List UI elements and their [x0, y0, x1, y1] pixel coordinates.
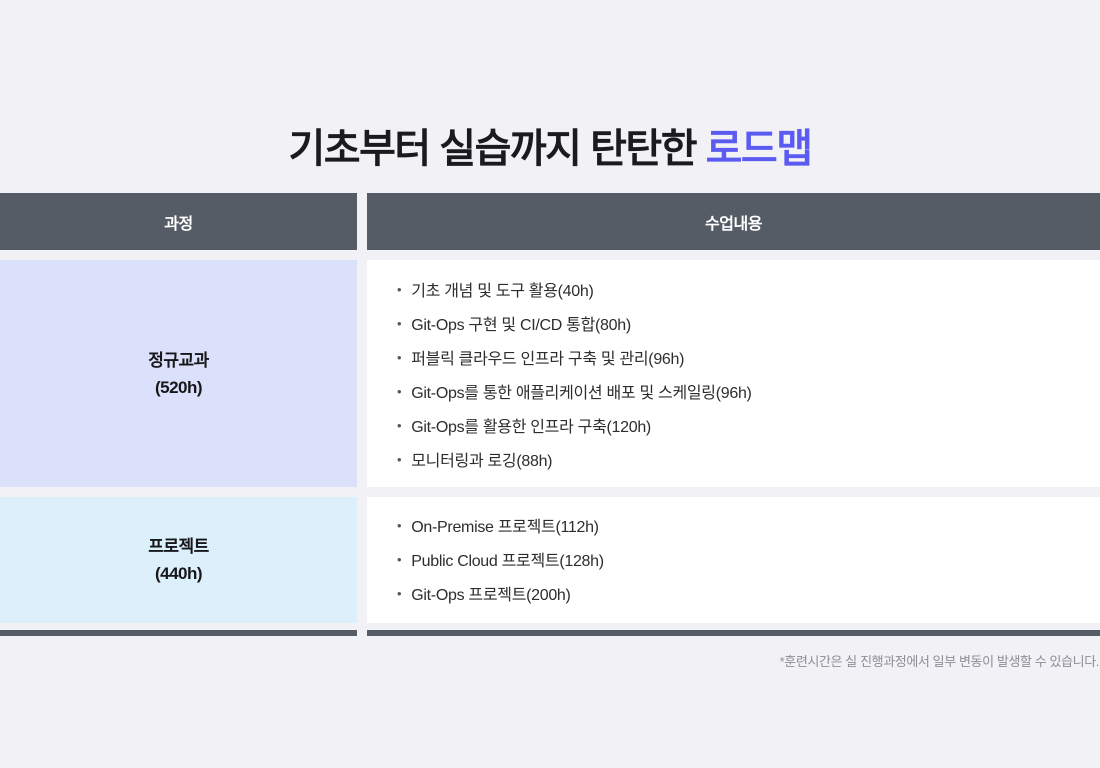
course-cell-project: 프로젝트 (440h) — [0, 497, 357, 623]
course-hours: (520h) — [154, 377, 203, 397]
content-list-project: On-Premise 프로젝트(112h) Public Cloud 프로젝트(… — [367, 497, 1100, 610]
course-hours: (440h) — [154, 564, 203, 583]
list-item: Git-Ops를 활용한 인프라 구축(120h) — [397, 408, 1100, 442]
course-name: 정규교과 — [148, 350, 209, 370]
list-item: 모니터링과 로깅(88h) — [397, 442, 1100, 476]
table-header-content: 수업내용 — [367, 193, 1100, 250]
list-item: 기초 개념 및 도구 활용(40h) — [397, 272, 1100, 306]
page-title: 기초부터 실습까지 탄탄한 로드맵 — [0, 125, 1100, 173]
list-item: Git-Ops 프로젝트(200h) — [397, 576, 1100, 610]
content-cell-project: On-Premise 프로젝트(112h) Public Cloud 프로젝트(… — [367, 497, 1100, 623]
list-item: Public Cloud 프로젝트(128h) — [397, 542, 1100, 576]
page-title-prefix: 기초부터 실습까지 탄탄한 — [288, 126, 706, 171]
footnote: *훈련시간은 실 진행과정에서 일부 변동이 발생할 수 있습니다. — [779, 654, 1100, 669]
content-list-regular: 기초 개념 및 도구 활용(40h) Git-Ops 구현 및 CI/CD 통합… — [367, 260, 1100, 476]
list-item: Git-Ops를 통한 애플리케이션 배포 및 스케일링(96h) — [397, 374, 1100, 408]
list-item: 퍼블릭 클라우드 인프라 구축 및 관리(96h) — [397, 340, 1100, 374]
content-cell-regular: 기초 개념 및 도구 활용(40h) Git-Ops 구현 및 CI/CD 통합… — [367, 260, 1100, 487]
list-item: Git-Ops 구현 및 CI/CD 통합(80h) — [397, 306, 1100, 340]
course-name: 프로젝트 — [148, 537, 209, 556]
course-cell-regular: 정규교과 (520h) — [0, 260, 357, 487]
table-bottom-border-course — [0, 630, 357, 636]
table-header-content-label: 수업내용 — [705, 215, 762, 233]
table-bottom-border-content — [367, 630, 1100, 636]
table-header-course: 과정 — [0, 193, 357, 250]
table-header-course-label: 과정 — [164, 215, 193, 233]
page-title-accent: 로드맵 — [705, 126, 813, 171]
list-item: On-Premise 프로젝트(112h) — [397, 508, 1100, 542]
